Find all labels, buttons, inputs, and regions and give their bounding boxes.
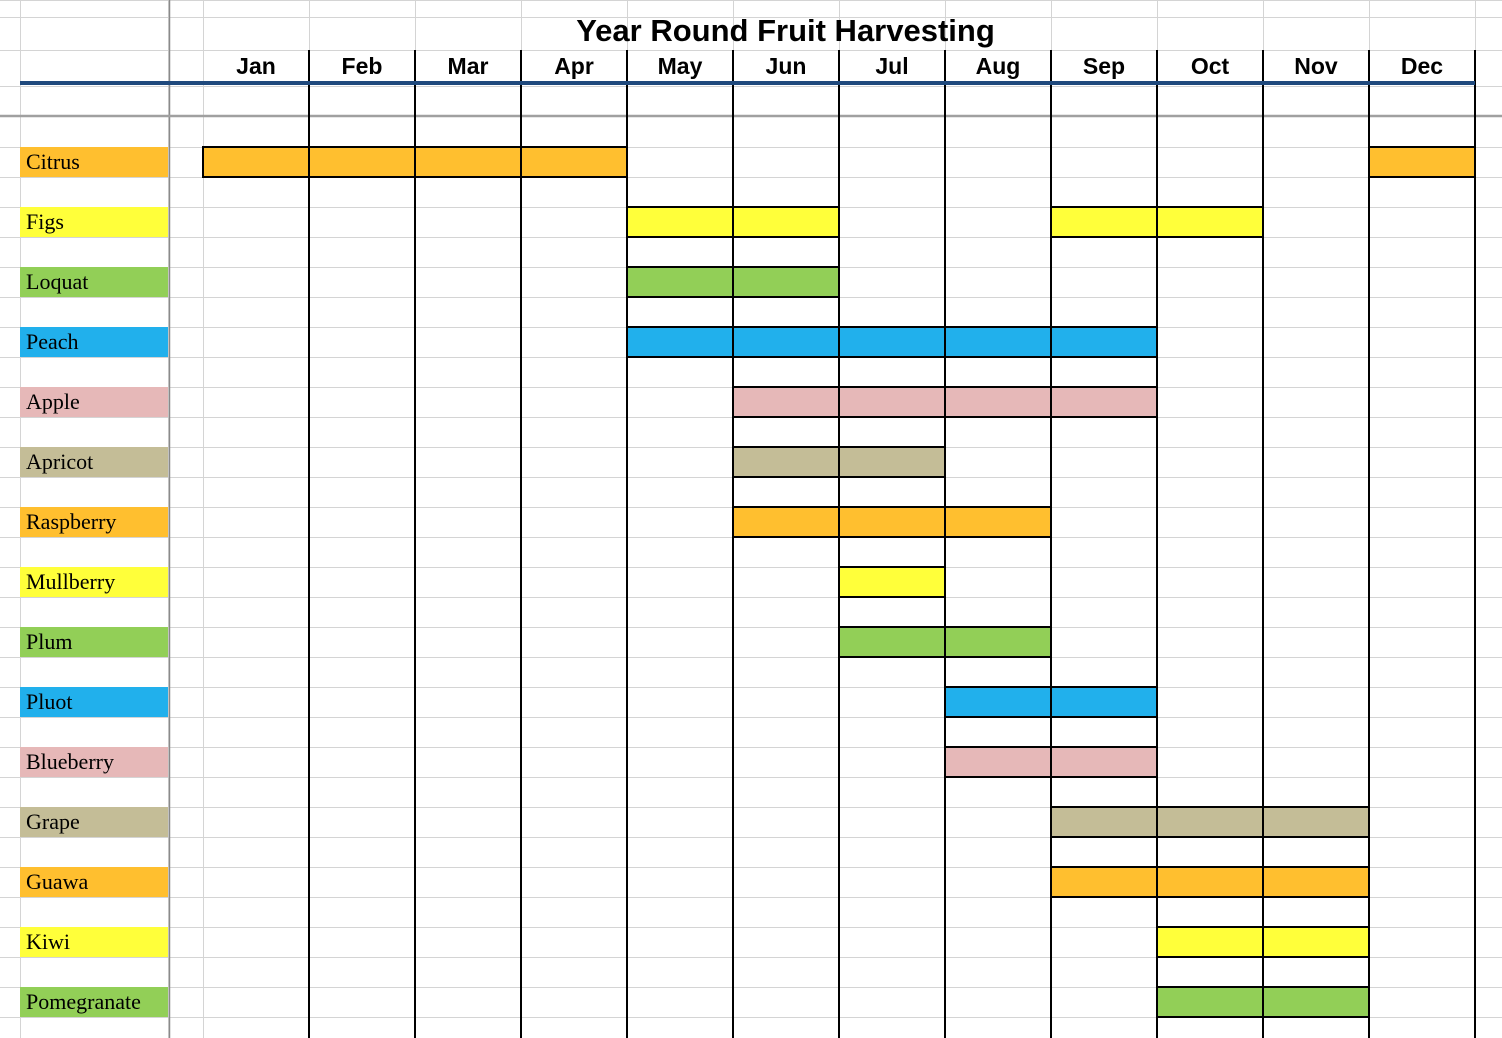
fruit-label-guawa: Guawa [20, 867, 168, 897]
harvest-cell-citrus-dec [1368, 146, 1476, 178]
harvest-cell-pluot-aug [944, 686, 1052, 718]
harvest-cell-blueberry-sep [1050, 746, 1158, 778]
harvest-cell-plum-jul [838, 626, 946, 658]
harvest-cell-citrus-apr [520, 146, 628, 178]
harvest-cell-apricot-jul [838, 446, 946, 478]
harvest-cell-guawa-nov [1262, 866, 1370, 898]
fruit-label-mullberry: Mullberry [20, 567, 168, 597]
month-label-sep: Sep [1082, 53, 1126, 79]
fruit-label-blueberry: Blueberry [20, 747, 168, 777]
harvest-cell-apricot-jun [732, 446, 840, 478]
month-label-feb: Feb [341, 53, 383, 79]
harvest-cell-kiwi-oct [1156, 926, 1264, 958]
harvest-cell-loquat-may [626, 266, 734, 298]
month-label-jun: Jun [765, 53, 807, 79]
month-label-mar: Mar [447, 53, 489, 79]
harvest-cell-peach-sep [1050, 326, 1158, 358]
harvest-cell-raspberry-aug [944, 506, 1052, 538]
chart-title: Year Round Fruit Harvesting [576, 13, 995, 48]
harvest-cell-peach-aug [944, 326, 1052, 358]
fruit-label-figs: Figs [20, 207, 168, 237]
fruit-label-pluot: Pluot [20, 687, 168, 717]
harvest-cell-apple-aug [944, 386, 1052, 418]
harvest-cell-blueberry-aug [944, 746, 1052, 778]
month-label-may: May [657, 53, 703, 79]
harvest-cell-figs-oct [1156, 206, 1264, 238]
harvest-cell-citrus-feb [308, 146, 416, 178]
harvest-cell-guawa-oct [1156, 866, 1264, 898]
harvest-cell-citrus-jan [202, 146, 310, 178]
fruit-label-plum: Plum [20, 627, 168, 657]
month-label-dec: Dec [1400, 53, 1444, 79]
harvest-cell-peach-may [626, 326, 734, 358]
fruit-label-kiwi: Kiwi [20, 927, 168, 957]
harvest-cell-pomegranate-nov [1262, 986, 1370, 1018]
fruit-label-apple: Apple [20, 387, 168, 417]
fruit-label-citrus: Citrus [20, 147, 168, 177]
harvest-cell-citrus-mar [414, 146, 522, 178]
month-label-oct: Oct [1190, 53, 1230, 79]
harvest-cell-figs-jun [732, 206, 840, 238]
harvest-cell-figs-sep [1050, 206, 1158, 238]
harvest-cell-apple-jul [838, 386, 946, 418]
harvest-cell-pluot-sep [1050, 686, 1158, 718]
month-label-nov: Nov [1294, 53, 1338, 79]
month-label-apr: Apr [554, 53, 594, 79]
harvest-cell-raspberry-jul [838, 506, 946, 538]
spacer-row-borders [626, 236, 1370, 988]
harvest-cell-raspberry-jun [732, 506, 840, 538]
harvest-cell-grape-sep [1050, 806, 1158, 838]
month-label-aug: Aug [975, 53, 1021, 79]
fruit-label-loquat: Loquat [20, 267, 168, 297]
harvest-cell-apple-jun [732, 386, 840, 418]
header-rule [20, 81, 1475, 85]
harvest-cell-guawa-sep [1050, 866, 1158, 898]
fruit-label-raspberry: Raspberry [20, 507, 168, 537]
month-label-jan: Jan [236, 53, 276, 79]
harvest-cell-peach-jun [732, 326, 840, 358]
harvest-cell-peach-jul [838, 326, 946, 358]
harvest-cell-grape-oct [1156, 806, 1264, 838]
harvest-cell-pomegranate-oct [1156, 986, 1264, 1018]
fruit-label-pomegranate: Pomegranate [20, 987, 168, 1017]
harvest-cell-grape-nov [1262, 806, 1370, 838]
harvest-cell-mullberry-jul [838, 566, 946, 598]
harvest-cell-kiwi-nov [1262, 926, 1370, 958]
month-label-jul: Jul [875, 53, 909, 79]
harvest-cell-loquat-jun [732, 266, 840, 298]
harvest-cell-plum-aug [944, 626, 1052, 658]
harvest-cell-apple-sep [1050, 386, 1158, 418]
fruit-label-peach: Peach [20, 327, 168, 357]
fruit-label-grape: Grape [20, 807, 168, 837]
harvest-cell-figs-may [626, 206, 734, 238]
fruit-label-apricot: Apricot [20, 447, 168, 477]
